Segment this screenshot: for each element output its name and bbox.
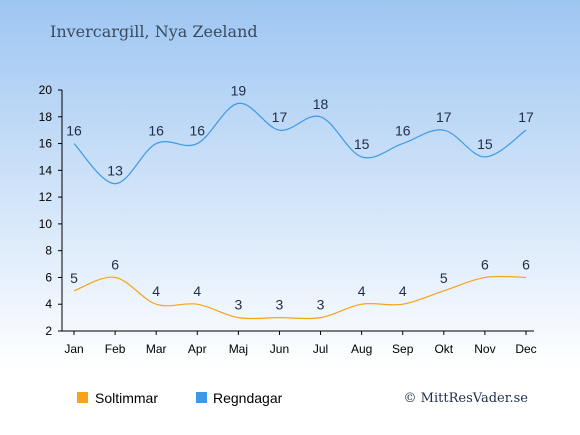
data-label-regndagar: 15 xyxy=(354,136,370,152)
data-label-soltimmar: 5 xyxy=(440,270,448,286)
copyright-text: © MittResVader.se xyxy=(404,391,529,406)
data-label-soltimmar: 4 xyxy=(358,283,366,299)
data-label-regndagar: 17 xyxy=(272,109,288,125)
data-label-regndagar: 16 xyxy=(189,123,205,139)
data-label-regndagar: 19 xyxy=(231,82,247,98)
data-label-regndagar: 17 xyxy=(518,109,534,125)
data-label-regndagar: 16 xyxy=(395,123,411,139)
data-label-soltimmar: 4 xyxy=(399,283,407,299)
axes: 2 4 6 8 10 12 14 16 18 20 Jan Feb Mar Apr Maj Jun Jul Aug… xyxy=(39,83,537,356)
data-label-soltimmar: 3 xyxy=(276,297,284,313)
data-label-regndagar: 13 xyxy=(107,163,123,179)
x-tick-label: Aug xyxy=(351,342,372,356)
data-label-soltimmar: 4 xyxy=(152,283,160,299)
y-tick-label: 2 xyxy=(45,324,52,338)
y-tick-label: 6 xyxy=(45,270,52,284)
chart-title: Invercargill, Nya Zeeland xyxy=(50,22,258,41)
y-tick-label: 14 xyxy=(39,163,53,177)
data-label-regndagar: 17 xyxy=(436,109,452,125)
data-label-regndagar: 16 xyxy=(148,123,164,139)
y-tick-label: 4 xyxy=(45,297,52,311)
data-label-soltimmar: 3 xyxy=(317,297,325,313)
x-tick-label: Mar xyxy=(146,342,167,356)
data-label-soltimmar: 5 xyxy=(70,270,78,286)
legend-label-regndagar: Regndagar xyxy=(213,390,283,406)
x-tick-label: Sep xyxy=(392,342,414,356)
y-tick-label: 10 xyxy=(39,217,53,231)
data-label-soltimmar: 4 xyxy=(193,283,201,299)
legend: Soltimmar Regndagar xyxy=(77,390,283,406)
data-labels: 5 6 4 4 3 3 3 4 4 5 6 6 16 13 16 16 19 17 18 15 16 17 15 17 xyxy=(66,82,534,312)
y-tick-label: 18 xyxy=(39,110,53,124)
data-label-soltimmar: 6 xyxy=(522,256,530,272)
x-tick-label: Maj xyxy=(229,342,248,356)
legend-swatch-soltimmar xyxy=(77,392,88,403)
x-tick-label: Nov xyxy=(474,342,495,356)
series-line-soltimmar xyxy=(73,275,527,320)
x-tick-label: Dec xyxy=(515,342,536,356)
data-label-soltimmar: 3 xyxy=(234,297,242,313)
data-label-regndagar: 16 xyxy=(66,123,82,139)
x-tick-label: Okt xyxy=(434,342,453,356)
legend-swatch-regndagar xyxy=(196,392,207,403)
x-tick-label: Apr xyxy=(188,342,207,356)
y-tick-label: 8 xyxy=(45,244,52,258)
data-label-regndagar: 18 xyxy=(313,96,329,112)
series-layer xyxy=(73,102,527,320)
series-line-regndagar xyxy=(73,102,527,185)
x-tick-label: Jun xyxy=(270,342,289,356)
legend-label-soltimmar: Soltimmar xyxy=(95,390,158,406)
data-label-regndagar: 15 xyxy=(477,136,493,152)
data-label-soltimmar: 6 xyxy=(111,256,119,272)
x-tick-label: Jan xyxy=(64,342,83,356)
data-label-soltimmar: 6 xyxy=(481,256,489,272)
y-tick-label: 12 xyxy=(39,190,53,204)
x-tick-label: Jul xyxy=(313,342,328,356)
y-tick-label: 20 xyxy=(39,83,53,97)
x-tick-label: Feb xyxy=(105,342,126,356)
y-tick-label: 16 xyxy=(39,137,53,151)
